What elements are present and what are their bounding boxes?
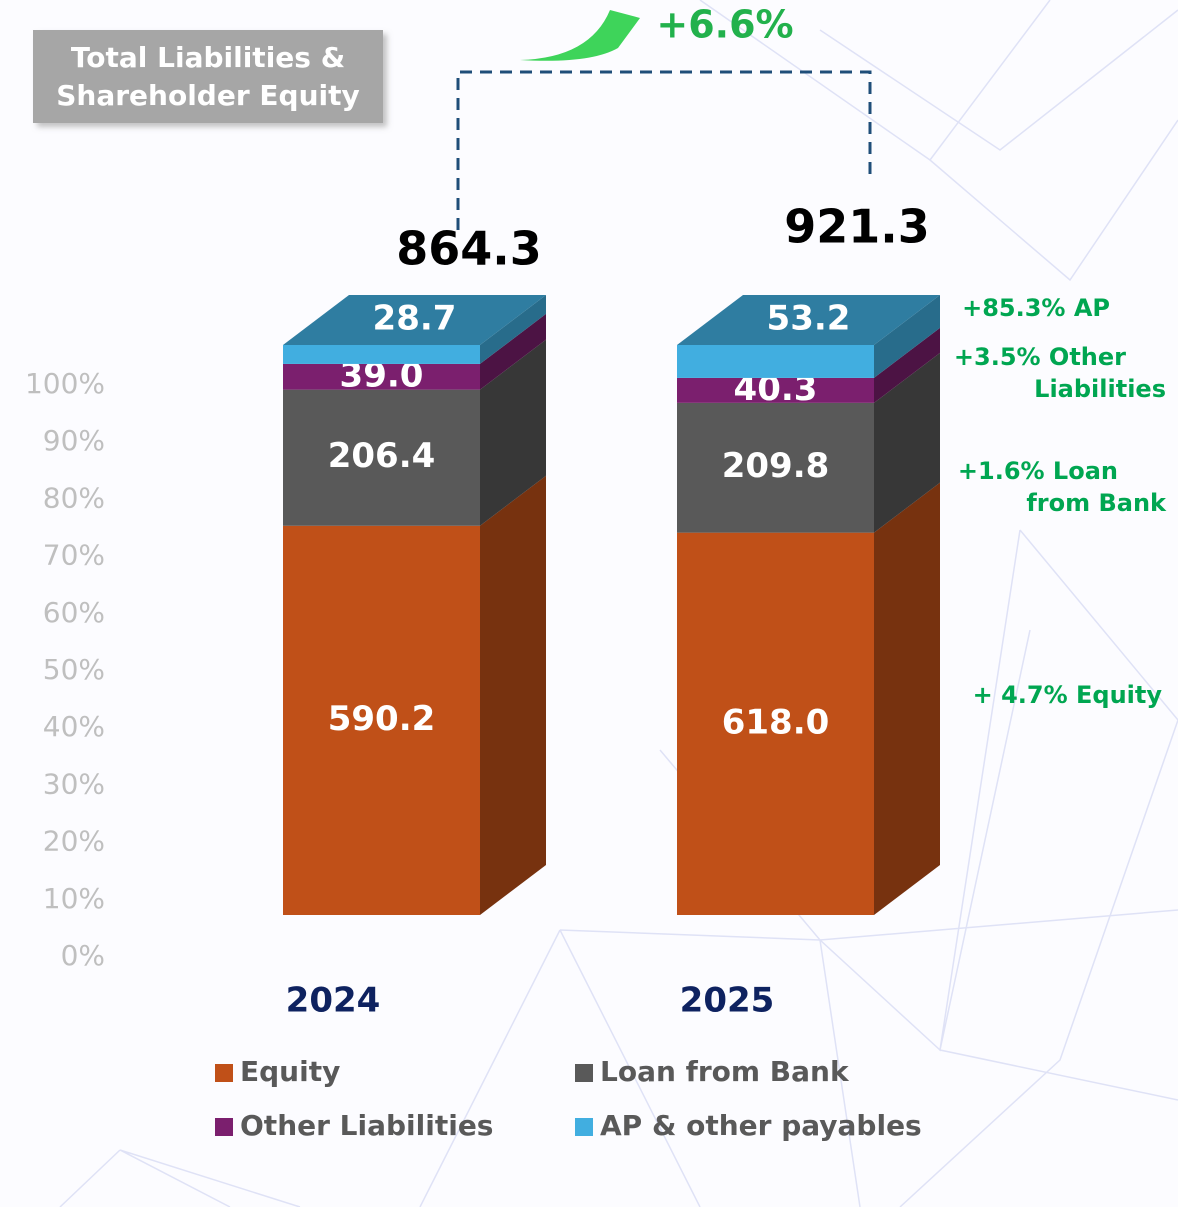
bar-segment: [677, 345, 874, 378]
x-tick-label: 2024: [286, 981, 381, 1021]
y-tick-label: 20%: [43, 825, 105, 858]
data-label: 28.7: [373, 299, 457, 339]
bar-side: [480, 295, 546, 364]
bar-side: [874, 482, 940, 915]
bar-segment: [283, 525, 480, 915]
bar-segment: [677, 377, 874, 403]
legend-swatch: [575, 1064, 593, 1082]
title-box: [33, 30, 383, 123]
bar-segment: [283, 345, 480, 364]
data-label: 590.2: [328, 699, 436, 739]
growth-arrow: [520, 10, 640, 61]
total-label: 921.3: [784, 200, 930, 254]
legend-label: Other Liabilities: [240, 1109, 493, 1142]
bar-side: [874, 352, 940, 533]
y-tick-label: 0%: [61, 939, 105, 972]
y-tick-label: 50%: [43, 653, 105, 686]
legend-label: Equity: [240, 1055, 340, 1088]
data-label: 206.4: [328, 436, 436, 476]
y-tick-label: 60%: [43, 596, 105, 629]
bar-segment: [677, 532, 874, 915]
annotation: Liabilities: [1034, 375, 1166, 403]
bar-segment: [283, 389, 480, 526]
growth-bracket: [456, 70, 872, 230]
data-label: 53.2: [767, 299, 851, 339]
data-label: 618.0: [722, 702, 830, 742]
y-tick-label: 80%: [43, 481, 105, 514]
bar-side: [874, 327, 940, 403]
bar-top: [283, 295, 546, 345]
y-tick-label: 10%: [43, 882, 105, 915]
legend-swatch: [215, 1118, 233, 1136]
growth-label: +6.6%: [656, 3, 793, 47]
annotation: + 4.7% Equity: [973, 681, 1163, 709]
bar-top: [677, 295, 940, 345]
title-line: Shareholder Equity: [56, 79, 360, 112]
legend-swatch: [575, 1118, 593, 1136]
annotation: from Bank: [1026, 489, 1167, 517]
annotation: +85.3% AP: [962, 294, 1110, 322]
legend-label: AP & other payables: [600, 1109, 922, 1142]
bar-segment: [283, 363, 480, 390]
annotation: +3.5% Other: [954, 343, 1126, 371]
total-label: 864.3: [396, 222, 542, 276]
bar-side: [480, 313, 546, 390]
data-label: 209.8: [722, 446, 830, 486]
legend-label: Loan from Bank: [600, 1055, 850, 1088]
bar-segment: [677, 402, 874, 533]
bar-side: [480, 339, 546, 526]
y-tick-label: 30%: [43, 767, 105, 800]
x-tick-label: 2025: [680, 981, 775, 1021]
bar-side: [874, 295, 940, 378]
y-tick-label: 90%: [43, 424, 105, 457]
bar-side: [480, 475, 546, 915]
legend-swatch: [215, 1064, 233, 1082]
y-tick-label: 40%: [43, 710, 105, 743]
title-line: Total Liabilities &: [71, 41, 345, 74]
y-tick-label: 70%: [43, 539, 105, 572]
annotation: +1.6% Loan: [958, 457, 1118, 485]
y-tick-label: 100%: [25, 367, 105, 400]
background-pattern: [59, 0, 1178, 1207]
